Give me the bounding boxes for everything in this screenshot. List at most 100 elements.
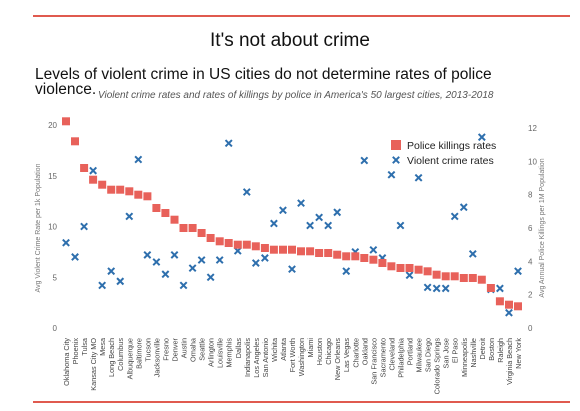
police-killing-point [125, 187, 134, 196]
police-killing-point [369, 255, 378, 264]
police-killing-point [143, 192, 152, 201]
crime-rate-point [107, 267, 116, 276]
police-killing-point [378, 259, 387, 267]
crime-rate-point [306, 221, 314, 230]
police-killing-point [260, 244, 269, 252]
x-marker-stroke [459, 203, 468, 212]
x-marker-stroke [251, 259, 260, 267]
x-tick-label: Oakland [360, 338, 369, 365]
y-right-tick-label: 4 [528, 257, 533, 266]
crime-rate-point [387, 170, 396, 179]
x-marker-stroke [360, 156, 369, 165]
x-tick-label: Philadelphia [397, 337, 406, 378]
crime-rate-point [315, 213, 324, 222]
crime-rate-point [297, 199, 305, 208]
chart-title: Violent crime rates and rates of killing… [98, 90, 494, 101]
x-tick-label: Virginia Beach [505, 338, 514, 385]
x-tick-label: Columbus [116, 338, 125, 371]
y-left-tick-label: 10 [48, 223, 57, 232]
crime-rate-point [125, 212, 134, 221]
crime-rate-point [342, 267, 351, 276]
x-tick-label: San Francisco [369, 338, 378, 385]
police-killing-point [224, 239, 233, 247]
x-marker-stroke [107, 267, 116, 276]
police-killing-point [161, 209, 170, 217]
x-marker-stroke [514, 267, 522, 276]
x-tick-label: Dallas [234, 338, 243, 359]
x-marker-stroke [441, 284, 450, 293]
x-marker-stroke [188, 264, 197, 273]
x-tick-label: Minneapolis [460, 338, 469, 377]
crime-rate-point [279, 206, 287, 215]
crime-rate-point [477, 133, 486, 142]
police-killing-point [342, 252, 351, 261]
x-marker-stroke [260, 254, 269, 262]
crime-rate-point [80, 222, 88, 231]
legend-label-police: Police killings rates [407, 140, 496, 152]
x-marker-stroke [98, 281, 107, 290]
police-killing-point [206, 234, 215, 242]
police-killing-point [514, 302, 522, 311]
x-tick-label: Kansas City MO [89, 338, 98, 391]
x-marker-stroke [468, 249, 477, 258]
y-right-tick-label: 8 [528, 191, 533, 200]
police-killing-point [423, 267, 432, 276]
crime-rate-point [179, 281, 188, 290]
y-left-tick-label: 5 [53, 273, 58, 282]
x-marker-stroke [405, 271, 414, 280]
x-marker-stroke [224, 139, 233, 148]
x-tick-label: Oklahoma City [62, 338, 71, 386]
x-marker-stroke [143, 251, 152, 259]
crime-rate-point [405, 271, 414, 280]
crime-rate-point [251, 259, 260, 267]
crime-rate-point [62, 238, 70, 247]
x-tick-label: Tucson [143, 338, 152, 362]
bottom-divider [33, 401, 570, 403]
x-tick-label: Boston [487, 338, 496, 361]
police-killing-point [179, 224, 188, 232]
x-marker-stroke [215, 256, 224, 264]
x-marker-stroke [80, 222, 88, 231]
crime-rate-point [459, 203, 468, 212]
x-tick-label: Louisville [216, 338, 225, 368]
police-killing-point [288, 245, 296, 254]
police-killing-point [477, 275, 486, 284]
police-killing-point [405, 264, 414, 272]
police-killing-point [505, 300, 513, 309]
police-killing-point [152, 204, 161, 212]
crime-rate-point [116, 277, 125, 286]
crime-rate-point [224, 139, 233, 148]
x-marker-stroke [432, 284, 441, 293]
legend-square-marker [391, 140, 401, 150]
police-killing-point [279, 245, 287, 254]
x-tick-label: Sacramento [378, 338, 387, 377]
police-killing-point [134, 190, 143, 199]
slide-title: It's not about crime [210, 30, 370, 51]
police-killing-point [441, 272, 450, 281]
police-killing-point [242, 240, 251, 249]
x-marker-stroke [89, 166, 98, 175]
police-killing-point [495, 297, 504, 306]
crime-rate-point [423, 283, 432, 292]
x-marker-stroke [170, 251, 179, 259]
x-tick-label: Seattle [198, 338, 207, 361]
x-tick-label: El Paso [451, 338, 460, 363]
crime-rate-point [89, 166, 98, 175]
x-tick-label: Baltimore [134, 338, 143, 369]
x-marker-stroke [71, 253, 79, 261]
x-marker-stroke [306, 221, 314, 230]
crime-rate-point [215, 256, 224, 264]
crime-rate-point [152, 258, 161, 266]
legend-label-crime: Violent crime rates [407, 155, 494, 167]
x-marker-stroke [270, 219, 278, 228]
x-tick-label: San Jose [442, 338, 451, 368]
x-marker-stroke [324, 221, 333, 230]
x-marker-stroke [288, 265, 296, 274]
police-killing-point [116, 185, 125, 194]
crime-rate-point [333, 208, 342, 217]
x-tick-label: Nashville [469, 338, 478, 368]
crime-rate-point [450, 212, 459, 221]
crime-rate-point [134, 155, 143, 164]
x-tick-label: Charlotte [351, 338, 360, 368]
